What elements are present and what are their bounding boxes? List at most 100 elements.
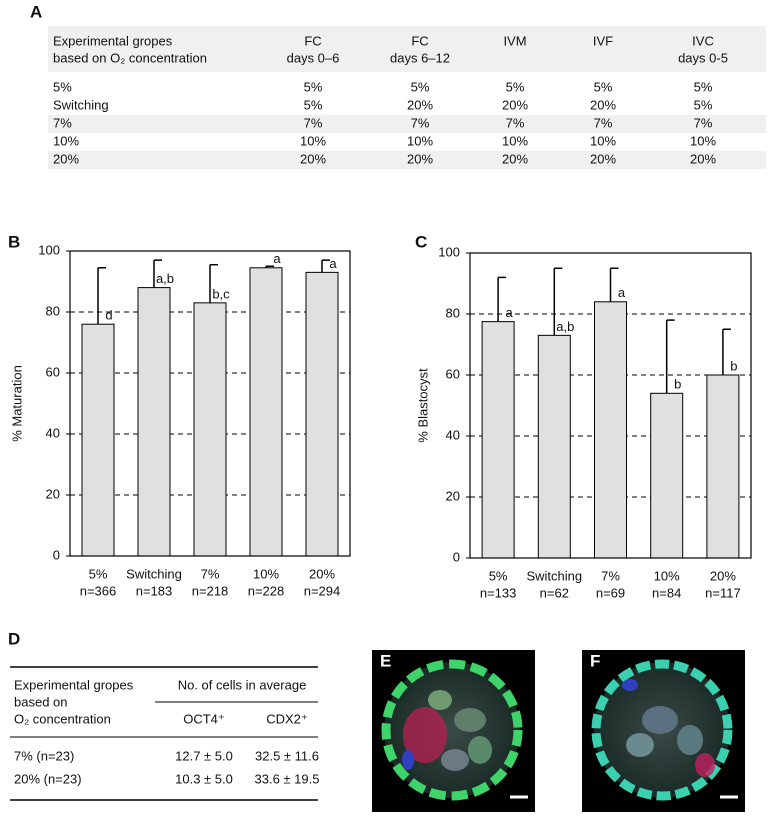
bar [481, 321, 515, 559]
table-cell: 5% [506, 79, 525, 94]
column-header: based on [14, 694, 68, 709]
panel-label: C [415, 232, 427, 251]
table-cell: 20% [690, 151, 716, 166]
significance-label: a [329, 256, 337, 271]
column-header: OCT4⁺ [183, 711, 225, 726]
bar [305, 271, 339, 557]
y-tick-label: 100 [438, 244, 460, 259]
significance-label: a [505, 305, 513, 320]
n-label: n=117 [705, 585, 741, 600]
significance-label: a,b [156, 271, 174, 286]
column-header: days 6–12 [390, 50, 450, 65]
table-cell: 10% [690, 133, 716, 148]
significance-label: a [273, 251, 281, 266]
column-header: Experimental gropes [14, 677, 134, 692]
image-f [582, 650, 745, 812]
table-cell: 5% [304, 97, 323, 112]
header-band [48, 26, 766, 72]
x-tick-label: Switching [126, 566, 182, 581]
column-header: Experimental gropes [53, 33, 173, 48]
y-tick-label: 40 [46, 425, 60, 440]
table-cell: 5% [304, 79, 323, 94]
x-tick-label: Switching [526, 568, 582, 583]
significance-label: b [730, 358, 737, 373]
bar [706, 374, 740, 559]
bar [594, 301, 627, 559]
n-label: n=294 [304, 583, 341, 598]
n-label: n=62 [540, 585, 569, 600]
table-cell: 5% [694, 79, 713, 94]
x-tick-label: 10% [253, 566, 279, 581]
y-axis-label: % Blastocyst [415, 368, 430, 443]
panel-label: A [30, 2, 42, 21]
y-tick-label: 60 [46, 364, 60, 379]
column-header: FC [411, 33, 428, 48]
y-tick-label: 40 [446, 427, 460, 442]
table-cell: 12.7 ± 5.0 [175, 748, 233, 763]
table-cell: 7% [506, 115, 525, 130]
bar [193, 302, 227, 557]
row-band [48, 115, 766, 133]
table-cell: 20% [53, 151, 79, 166]
panel-label: B [8, 232, 20, 251]
table-cell: 10% [53, 133, 79, 148]
image-e [372, 650, 535, 812]
significance-label: a,b [556, 319, 574, 334]
table-cell: 7% [53, 115, 72, 130]
table-cell: 10% [590, 133, 616, 148]
y-tick-label: 20 [446, 488, 460, 503]
significance-label: b [674, 377, 681, 392]
bar [650, 392, 684, 559]
table-cell: 7% [694, 115, 713, 130]
table-cell: 20% [407, 151, 433, 166]
table-cell: 5% [594, 79, 613, 94]
table-cell: 7% [411, 115, 430, 130]
x-tick-label: 7% [601, 568, 620, 583]
x-tick-label: 5% [89, 566, 108, 581]
y-tick-label: 0 [453, 549, 460, 564]
table-cell: 7% (n=23) [14, 748, 74, 763]
y-tick-label: 80 [446, 305, 460, 320]
column-header: IVF [593, 33, 613, 48]
y-tick-label: 0 [53, 547, 60, 562]
column-header: days 0-5 [678, 50, 728, 65]
table-cell: 33.6 ± 19.5 [255, 771, 320, 786]
n-label: n=366 [80, 583, 117, 598]
x-tick-label: 5% [489, 568, 508, 583]
bar [137, 287, 171, 557]
significance-label: b,c [212, 286, 230, 301]
column-header: based on O₂ concentration [53, 50, 207, 65]
n-label: n=69 [596, 585, 625, 600]
y-axis-label: % Maturation [9, 365, 24, 442]
n-label: n=228 [248, 583, 285, 598]
table-cell: 5% [411, 79, 430, 94]
x-tick-label: 20% [309, 566, 335, 581]
table-cell: 7% [304, 115, 323, 130]
bar [81, 323, 115, 557]
n-label: n=84 [652, 585, 681, 600]
column-header: O₂ concentration [14, 711, 111, 726]
x-tick-label: 20% [710, 568, 736, 583]
table-cell: 5% [53, 79, 72, 94]
n-label: n=133 [480, 585, 517, 600]
y-tick-label: 60 [446, 366, 460, 381]
table-cell: 20% [502, 151, 528, 166]
table-cell: 10% [300, 133, 326, 148]
table-cell: Switching [53, 97, 109, 112]
n-label: n=183 [136, 583, 173, 598]
significance-label: d [105, 308, 112, 323]
panel-label: F [590, 651, 600, 670]
n-label: n=218 [192, 583, 229, 598]
row-band [48, 151, 766, 169]
table-cell: 20% [502, 97, 528, 112]
table-cell: 10% [502, 133, 528, 148]
x-tick-label: 7% [201, 566, 220, 581]
table-cell: 5% [694, 97, 713, 112]
table-cell: 10.3 ± 5.0 [175, 771, 233, 786]
x-tick-label: 10% [654, 568, 680, 583]
panel-label: E [380, 651, 391, 670]
column-header: IVM [503, 33, 526, 48]
y-tick-label: 80 [46, 303, 60, 318]
significance-label: a [618, 285, 626, 300]
